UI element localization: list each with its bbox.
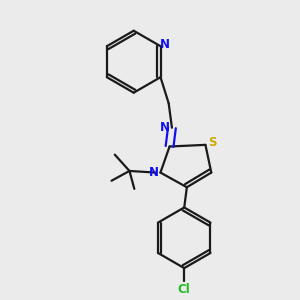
Text: Cl: Cl <box>178 283 190 296</box>
Text: N: N <box>160 121 170 134</box>
Text: N: N <box>149 166 159 179</box>
Text: N: N <box>160 38 170 51</box>
Text: S: S <box>208 136 217 149</box>
